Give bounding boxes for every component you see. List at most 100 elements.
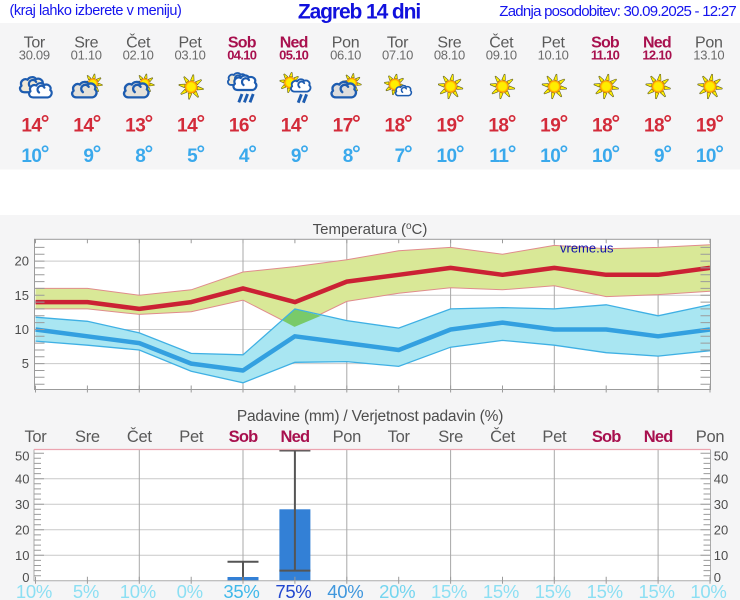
svg-text:0: 0 <box>714 570 721 585</box>
svg-text:Sob: Sob <box>591 35 620 52</box>
svg-text:05.10: 05.10 <box>279 48 309 63</box>
svg-text:Sre: Sre <box>75 428 100 446</box>
svg-text:40: 40 <box>714 471 728 486</box>
svg-text:Ned: Ned <box>281 428 310 446</box>
svg-text:18: 18 <box>385 116 405 137</box>
svg-text:8: 8 <box>343 146 353 167</box>
svg-text:5: 5 <box>187 146 198 167</box>
svg-text:40%: 40% <box>327 581 363 600</box>
svg-text:Temperatura (oC): Temperatura (oC) <box>313 221 428 238</box>
svg-text:5: 5 <box>22 356 29 371</box>
svg-text:14: 14 <box>177 116 198 137</box>
svg-text:Ned: Ned <box>280 35 308 52</box>
svg-text:09.10: 09.10 <box>486 48 517 63</box>
svg-text:Pon: Pon <box>333 428 362 446</box>
svg-text:10: 10 <box>15 322 29 337</box>
svg-text:04.10: 04.10 <box>227 48 257 63</box>
svg-text:4: 4 <box>239 146 250 167</box>
svg-text:10%: 10% <box>120 581 156 600</box>
svg-text:15%: 15% <box>535 581 571 600</box>
svg-text:10%: 10% <box>690 581 726 600</box>
svg-text:20: 20 <box>15 254 29 269</box>
svg-text:Pon: Pon <box>695 35 723 52</box>
svg-text:Pet: Pet <box>542 428 567 446</box>
svg-text:19: 19 <box>696 116 716 137</box>
svg-text:0: 0 <box>22 570 29 585</box>
svg-text:50: 50 <box>15 448 29 463</box>
svg-text:Sob: Sob <box>592 428 621 446</box>
svg-text:Sre: Sre <box>74 35 98 52</box>
svg-text:14: 14 <box>281 116 302 137</box>
svg-text:16: 16 <box>229 116 249 137</box>
svg-text:Sre: Sre <box>437 35 461 52</box>
svg-text:20: 20 <box>15 522 29 537</box>
svg-text:20: 20 <box>714 522 728 537</box>
svg-text:Sre: Sre <box>438 428 463 446</box>
svg-text:Tor: Tor <box>387 35 409 52</box>
svg-text:10%: 10% <box>16 581 52 600</box>
svg-text:Zagreb 14 dni: Zagreb 14 dni <box>298 0 420 23</box>
svg-text:10: 10 <box>540 146 560 167</box>
svg-text:7: 7 <box>395 146 405 167</box>
svg-text:35%: 35% <box>223 581 259 600</box>
svg-text:10: 10 <box>592 146 612 167</box>
svg-text:Pet: Pet <box>178 35 202 52</box>
svg-text:Ned: Ned <box>643 35 671 52</box>
svg-text:10: 10 <box>21 146 41 167</box>
svg-text:Tor: Tor <box>24 428 47 446</box>
svg-text:02.10: 02.10 <box>123 48 154 63</box>
svg-text:10.10: 10.10 <box>538 48 569 63</box>
svg-text:30: 30 <box>15 497 29 512</box>
svg-text:Pet: Pet <box>542 35 566 52</box>
svg-text:07.10: 07.10 <box>382 48 413 63</box>
svg-text:75%: 75% <box>275 581 311 600</box>
svg-text:15: 15 <box>15 288 29 303</box>
svg-text:(kraj lahko izberete v meniju): (kraj lahko izberete v meniju) <box>10 3 182 19</box>
svg-text:9: 9 <box>291 146 301 167</box>
svg-text:01.10: 01.10 <box>71 48 102 63</box>
svg-text:15%: 15% <box>431 581 467 600</box>
svg-text:15%: 15% <box>587 581 623 600</box>
svg-text:40: 40 <box>15 471 29 486</box>
svg-text:Čet: Čet <box>127 427 152 446</box>
svg-text:30: 30 <box>714 497 728 512</box>
svg-text:10: 10 <box>15 548 29 563</box>
svg-text:9: 9 <box>654 146 664 167</box>
svg-text:Zadnja posodobitev: 30.09.2025: Zadnja posodobitev: 30.09.2025 - 12:27 <box>499 3 736 20</box>
svg-text:Sob: Sob <box>228 35 257 52</box>
svg-text:11.10: 11.10 <box>591 48 620 63</box>
svg-text:Čet: Čet <box>490 427 515 446</box>
svg-text:50: 50 <box>714 448 728 463</box>
svg-text:14: 14 <box>73 116 94 137</box>
svg-text:15%: 15% <box>483 581 519 600</box>
svg-text:Pet: Pet <box>179 428 204 446</box>
svg-text:13: 13 <box>125 116 145 137</box>
svg-text:10: 10 <box>696 146 716 167</box>
svg-text:10: 10 <box>436 146 456 167</box>
svg-text:18: 18 <box>644 116 664 137</box>
svg-text:Pon: Pon <box>696 428 725 446</box>
svg-text:5%: 5% <box>73 581 99 600</box>
svg-text:03.10: 03.10 <box>174 48 205 63</box>
svg-text:8: 8 <box>135 146 145 167</box>
svg-text:vreme.us: vreme.us <box>560 241 614 256</box>
svg-text:9: 9 <box>83 146 93 167</box>
svg-text:10: 10 <box>714 548 728 563</box>
svg-text:18: 18 <box>488 116 508 137</box>
svg-text:0%: 0% <box>177 581 203 600</box>
svg-text:Čet: Čet <box>126 33 151 52</box>
svg-text:12.10: 12.10 <box>642 48 672 63</box>
svg-text:Padavine (mm) / Verjetnost pad: Padavine (mm) / Verjetnost padavin (%) <box>237 408 503 425</box>
svg-text:18: 18 <box>592 116 612 137</box>
svg-text:06.10: 06.10 <box>330 48 361 63</box>
svg-text:20%: 20% <box>379 581 415 600</box>
svg-text:08.10: 08.10 <box>434 48 465 63</box>
svg-text:Tor: Tor <box>388 428 411 446</box>
svg-text:19: 19 <box>436 116 456 137</box>
svg-text:15%: 15% <box>639 581 675 600</box>
svg-text:13.10: 13.10 <box>693 48 724 63</box>
svg-text:17: 17 <box>333 116 353 137</box>
svg-text:11: 11 <box>489 146 509 167</box>
svg-text:Sob: Sob <box>229 428 258 446</box>
svg-text:Čet: Čet <box>489 33 514 52</box>
